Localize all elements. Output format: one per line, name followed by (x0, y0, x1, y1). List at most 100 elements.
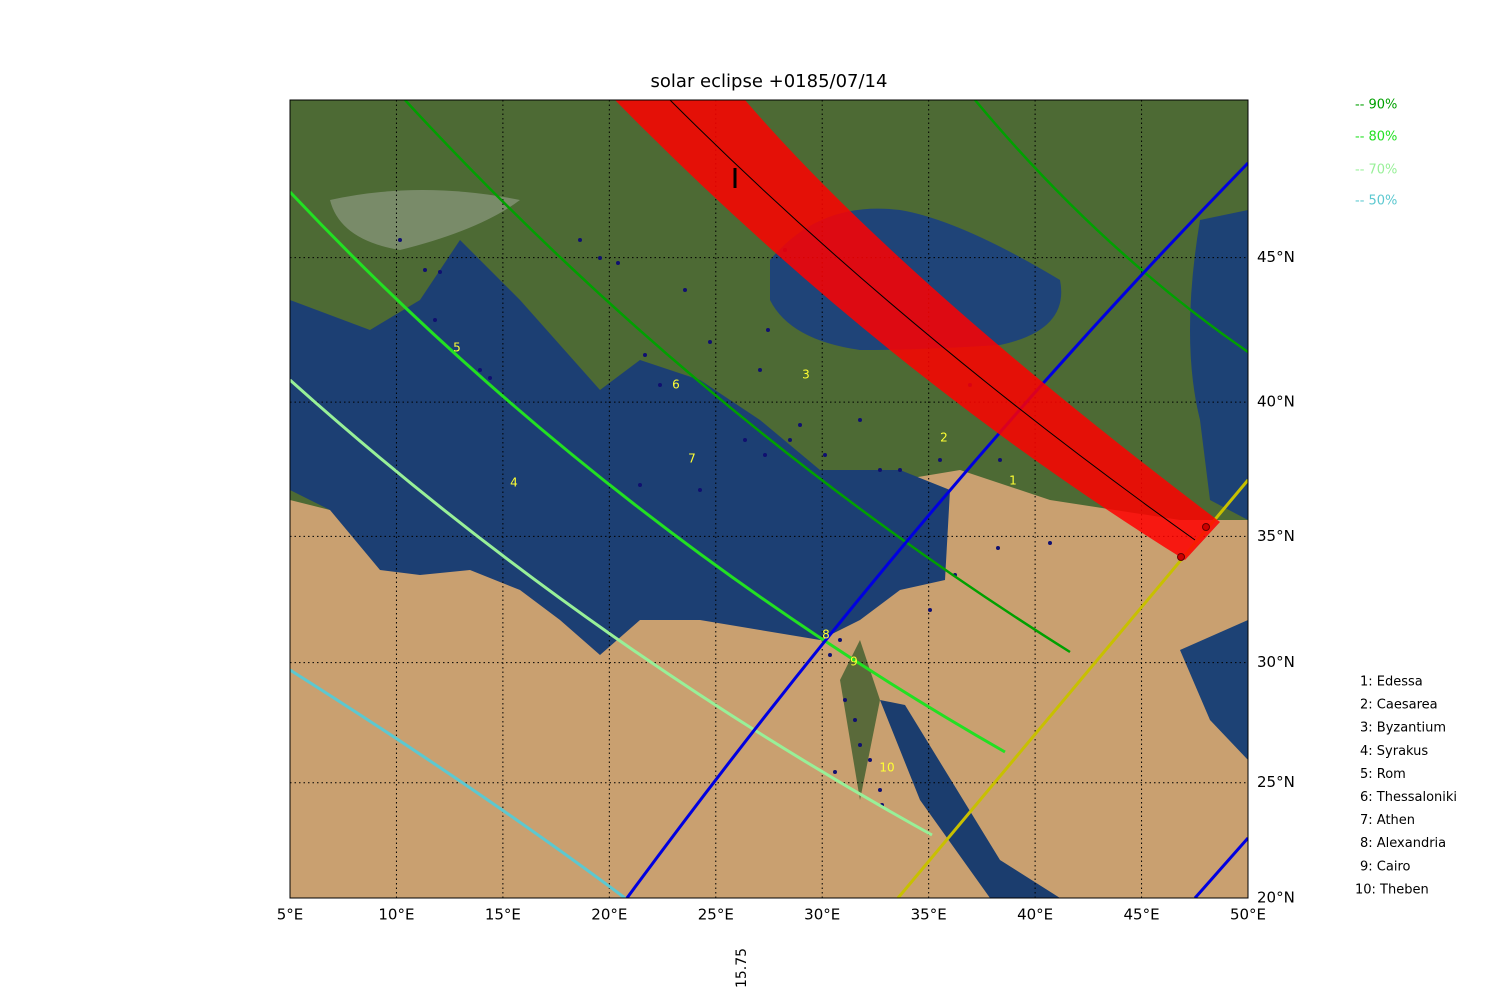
map-label: 4 (510, 476, 518, 490)
site-dot (843, 698, 847, 702)
curve-90b (974, 100, 1248, 354)
site-dot (398, 238, 402, 242)
limit-line-b (1193, 837, 1248, 898)
legend-entry: -- 70% (1355, 163, 1397, 178)
eclipse-overlay (290, 100, 1248, 898)
endpoint (1177, 553, 1185, 561)
site-dot (708, 340, 712, 344)
legend-entry: -- 50% (1355, 194, 1397, 209)
site-dot (638, 483, 642, 487)
site-dot (868, 758, 872, 762)
site-dot (878, 788, 882, 792)
site-dot (853, 718, 857, 722)
site-dot (743, 438, 747, 442)
site-dot (683, 288, 687, 292)
map-label: 8 (822, 628, 830, 642)
site-dot (438, 270, 442, 274)
x-tick-label: 50°E (1230, 906, 1266, 924)
city-entry: 8: Alexandria (1360, 836, 1446, 851)
site-dot (998, 458, 1002, 462)
map-label: 10 (879, 761, 894, 775)
site-dot (838, 638, 842, 642)
city-entry: 9: Cairo (1360, 859, 1410, 874)
site-dot (423, 268, 427, 272)
central-line (669, 100, 1196, 541)
map-label: 5 (453, 341, 461, 355)
city-entry: 5: Rom (1360, 767, 1406, 782)
city-entry: 4: Syrakus (1360, 744, 1428, 759)
x-tick-label: 30°E (804, 906, 840, 924)
y-tick-label: 40°N (1257, 393, 1295, 411)
curve-90 (404, 100, 1071, 654)
endpoint (1202, 523, 1210, 531)
x-tick-label: 35°E (911, 906, 947, 924)
y-tick-label: 35°N (1257, 527, 1295, 545)
mediterranean (290, 240, 950, 655)
x-tick-label: 5°E (277, 906, 304, 924)
city-entry: 1: Edessa (1360, 675, 1423, 690)
x-tick-label: 40°E (1017, 906, 1053, 924)
map-label: 1 (1009, 474, 1017, 488)
site-dot (878, 468, 882, 472)
site-dot (578, 238, 582, 242)
site-dot (433, 318, 437, 322)
caspian-sea (1190, 210, 1248, 520)
site-dot (643, 353, 647, 357)
x-tick-label: 10°E (378, 906, 414, 924)
map-label: 6 (672, 378, 680, 392)
city-entry: 3: Byzantium (1360, 721, 1446, 736)
site-dot (488, 376, 492, 380)
map-label: 2 (940, 431, 948, 445)
map-label: 7 (688, 452, 696, 466)
city-entry: 2: Caesarea (1360, 698, 1438, 713)
site-dot (698, 488, 702, 492)
legend-entry: -- 80% (1355, 130, 1397, 145)
side-note: 15.75 (734, 948, 750, 988)
site-dot (763, 453, 767, 457)
site-dot (798, 423, 802, 427)
site-dot (758, 368, 762, 372)
site-dot (898, 468, 902, 472)
site-dot (478, 368, 482, 372)
site-dot (858, 743, 862, 747)
curve-70 (290, 378, 933, 837)
site-dot (1048, 541, 1052, 545)
city-entry: 10: Theben (1355, 882, 1429, 897)
site-dot (996, 546, 1000, 550)
legend-entry: -- 90% (1355, 98, 1397, 113)
persian-gulf (1180, 620, 1248, 760)
totality-band (615, 100, 1220, 560)
map-label: 9 (850, 655, 858, 669)
x-tick-label: 45°E (1124, 906, 1160, 924)
site-dot (938, 458, 942, 462)
x-tick-label: 25°E (698, 906, 734, 924)
curve-50 (290, 668, 626, 898)
site-dot (788, 438, 792, 442)
site-dot (828, 653, 832, 657)
site-dot (658, 383, 662, 387)
map-label: 3 (802, 368, 810, 382)
city-entry: 7: Athen (1360, 813, 1415, 828)
site-dot (833, 770, 837, 774)
y-tick-label: 20°N (1257, 889, 1295, 907)
site-dot (823, 453, 827, 457)
x-tick-label: 15°E (485, 906, 521, 924)
limit-line (625, 161, 1248, 898)
title: solar eclipse +0185/07/14 (651, 71, 888, 92)
y-tick-label: 30°N (1257, 653, 1295, 671)
site-dot (598, 256, 602, 260)
city-entry: 6: Thessaloniki (1360, 790, 1457, 805)
map-frame (289, 99, 1249, 899)
site-dot (766, 328, 770, 332)
red-sea (880, 700, 1060, 898)
x-tick-label: 20°E (591, 906, 627, 924)
curve-80 (290, 190, 1006, 754)
site-dot (858, 418, 862, 422)
y-tick-label: 25°N (1257, 773, 1295, 791)
site-dot (616, 261, 620, 265)
nile (840, 640, 880, 800)
site-dot (928, 608, 932, 612)
y-tick-label: 45°N (1257, 248, 1295, 266)
alps (330, 190, 520, 250)
